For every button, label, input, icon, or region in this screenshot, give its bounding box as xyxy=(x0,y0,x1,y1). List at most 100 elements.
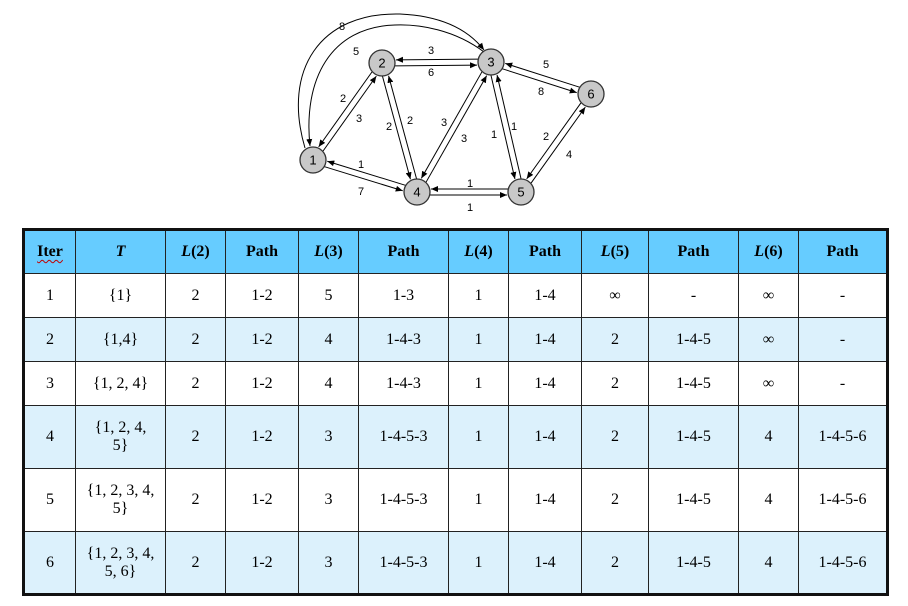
table-header-row: Iter T L(2) Path L(3) Path L(4) Path L(5… xyxy=(23,229,888,274)
cell-t-set: {1, 2, 3, 4, 5} xyxy=(75,468,166,532)
table-row: 3 {1, 2, 4} 2 1-2 4 1-4-3 1 1-4 2 1-4-5 ∞ - xyxy=(23,361,888,406)
header-path-4: Path xyxy=(508,229,582,274)
edge-weight-label: 3 xyxy=(356,113,362,125)
cell-path2: 1-2 xyxy=(225,468,299,532)
cell-l3: 5 xyxy=(298,273,359,318)
cell-path4: 1-4 xyxy=(508,531,582,595)
cell-path2: 1-2 xyxy=(225,361,299,406)
edge-weight-label: 7 xyxy=(358,186,364,198)
cell-path3: 1-4-3 xyxy=(358,361,449,406)
cell-t-set: {1} xyxy=(75,273,166,318)
cell-t-set: {1, 2, 3, 4, 5, 6} xyxy=(75,531,166,595)
cell-l4: 1 xyxy=(448,317,509,362)
header-l4: L(4) xyxy=(448,229,509,274)
header-l3: L(3) xyxy=(298,229,359,274)
cell-l2: 2 xyxy=(165,273,226,318)
edge-arrow-5-to-6 xyxy=(530,106,586,184)
cell-path2: 1-2 xyxy=(225,405,299,469)
header-path-5: Path xyxy=(648,229,739,274)
header-path-2: Path xyxy=(225,229,299,274)
edge-weight-label: 4 xyxy=(566,149,572,161)
edge-weight-label: 1 xyxy=(491,129,497,141)
cell-l6: ∞ xyxy=(738,361,799,406)
edge-weight-label: 3 xyxy=(428,45,434,57)
edge-weight-label: 1 xyxy=(511,121,517,133)
cell-l4: 1 xyxy=(448,361,509,406)
table-row: 1 {1} 2 1-2 5 1-3 1 1-4 ∞ - ∞ - xyxy=(23,273,888,318)
cell-path2: 1-2 xyxy=(225,531,299,595)
edge-weight-label: 2 xyxy=(407,115,413,127)
cell-path5: 1-4-5 xyxy=(648,317,739,362)
table-row: 5 {1, 2, 3, 4, 5} 2 1-2 3 1-4-5-3 1 1-4 2 1-4-5 4 1… xyxy=(23,468,888,532)
cell-l6: 4 xyxy=(738,405,799,469)
cell-l3: 3 xyxy=(298,468,359,532)
header-iter: Iter xyxy=(23,229,76,274)
cell-path6: 1-4-5-6 xyxy=(798,468,888,532)
cell-l2: 2 xyxy=(165,468,226,532)
cell-path6: - xyxy=(798,317,888,362)
cell-iter: 1 xyxy=(23,273,76,318)
cell-path5: 1-4-5 xyxy=(648,468,739,532)
header-path-3: Path xyxy=(358,229,449,274)
edge-weight-label: 5 xyxy=(353,46,359,58)
cell-path6: 1-4-5-6 xyxy=(798,405,888,469)
graph-node-3: 3 xyxy=(477,48,505,76)
edge-weight-label: 2 xyxy=(543,131,549,143)
graph-node-label: 3 xyxy=(487,55,494,70)
graph-node-2: 2 xyxy=(368,49,396,77)
cell-l6: 4 xyxy=(738,468,799,532)
cell-l6: 4 xyxy=(738,531,799,595)
cell-path4: 1-4 xyxy=(508,361,582,406)
cell-iter: 2 xyxy=(23,317,76,362)
cell-l3: 4 xyxy=(298,317,359,362)
edge-arrow-1-to-3-outer xyxy=(297,13,485,149)
edge-arrow-3-to-4 xyxy=(420,71,483,179)
cell-l4: 1 xyxy=(448,405,509,469)
cell-t-set: {1, 2, 4, 5} xyxy=(75,405,166,469)
cell-l5: 2 xyxy=(581,361,649,406)
edge-arrow-4-to-3 xyxy=(425,75,488,183)
cell-path4: 1-4 xyxy=(508,273,582,318)
edge-arrow-3-to-1-inner xyxy=(306,24,485,147)
cell-path6: 1-4-5-6 xyxy=(798,531,888,595)
cell-l5: 2 xyxy=(581,405,649,469)
cell-l5: 2 xyxy=(581,531,649,595)
edge-weight-label: 1 xyxy=(467,178,473,190)
edge-arrow-6-to-5 xyxy=(526,102,582,180)
cell-l6: ∞ xyxy=(738,273,799,318)
graph-node-4: 4 xyxy=(403,178,431,206)
cell-l6: ∞ xyxy=(738,317,799,362)
header-path-6: Path xyxy=(798,229,888,274)
cell-l4: 1 xyxy=(448,468,509,532)
cell-l3: 3 xyxy=(298,405,359,469)
cell-t-set: {1, 2, 4} xyxy=(75,361,166,406)
cell-l2: 2 xyxy=(165,531,226,595)
cell-path6: - xyxy=(798,361,888,406)
cell-l5: 2 xyxy=(581,317,649,362)
cell-l5: ∞ xyxy=(581,273,649,318)
cell-path5: 1-4-5 xyxy=(648,405,739,469)
edge-weight-label: 8 xyxy=(339,21,345,33)
cell-path4: 1-4 xyxy=(508,468,582,532)
cell-l2: 2 xyxy=(165,405,226,469)
cell-iter: 6 xyxy=(23,531,76,595)
header-l6: L(6) xyxy=(738,229,799,274)
cell-path2: 1-2 xyxy=(225,317,299,362)
graph-node-1: 1 xyxy=(299,146,327,174)
edge-arrow-4-to-2 xyxy=(387,75,417,179)
graph-node-label: 5 xyxy=(517,185,524,200)
cell-t-set: {1,4} xyxy=(75,317,166,362)
edge-weight-label: 5 xyxy=(543,59,549,71)
table-row: 4 {1, 2, 4, 5} 2 1-2 3 1-4-5-3 1 1-4 2 1-4-5 4 1-4-… xyxy=(23,405,888,469)
cell-iter: 5 xyxy=(23,468,76,532)
cell-l3: 4 xyxy=(298,361,359,406)
cell-l2: 2 xyxy=(165,317,226,362)
cell-l5: 2 xyxy=(581,468,649,532)
edge-weight-label: 3 xyxy=(441,117,447,129)
cell-path5: 1-4-5 xyxy=(648,361,739,406)
table-row: 6 {1, 2, 3, 4, 5, 6} 2 1-2 3 1-4-5-3 1 1-4 2 1-4-… xyxy=(23,531,888,595)
graph-node-label: 6 xyxy=(587,87,594,102)
edge-arrow-2-to-1 xyxy=(318,71,373,148)
cell-path3: 1-4-3 xyxy=(358,317,449,362)
